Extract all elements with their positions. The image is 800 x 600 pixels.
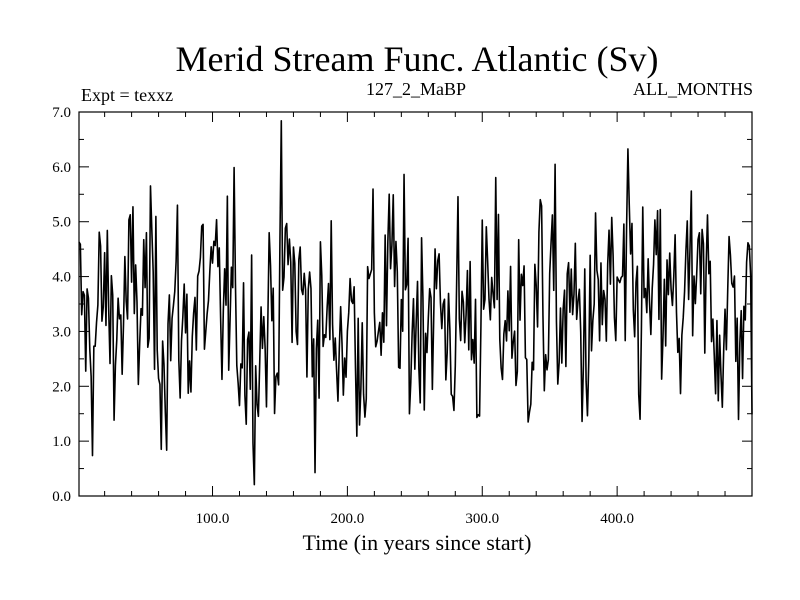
chart-title: Merid Stream Func. Atlantic (Sv) <box>176 39 659 79</box>
y-tick-label: 2.0 <box>52 379 71 395</box>
y-axis: 0.0 1.0 2.0 3.0 4.0 5.0 6.0 7.0 <box>52 105 752 505</box>
y-tick-label: 3.0 <box>52 324 71 340</box>
y-tick-label: 6.0 <box>52 160 71 176</box>
y-tick-label: 7.0 <box>52 105 71 121</box>
series-line <box>78 119 753 486</box>
y-tick-label: 5.0 <box>52 215 71 231</box>
x-axis: 100.0 200.0 300.0 400.0 <box>104 112 726 527</box>
period-label: 127_2_MaBP <box>366 79 466 99</box>
x-tick-label: 100.0 <box>196 511 230 527</box>
plot-frame <box>78 111 753 497</box>
x-tick-label: 400.0 <box>600 511 634 527</box>
x-tick-label: 200.0 <box>331 511 365 527</box>
x-tick-label: 300.0 <box>465 511 499 527</box>
experiment-label: Expt = texxz <box>81 85 173 105</box>
y-tick-label: 1.0 <box>52 434 71 450</box>
y-tick-label: 4.0 <box>52 270 71 286</box>
x-axis-title: Time (in years since start) <box>303 530 532 555</box>
months-label: ALL_MONTHS <box>633 79 753 99</box>
y-tick-label: 0.0 <box>52 489 71 505</box>
series-layer <box>78 119 753 486</box>
